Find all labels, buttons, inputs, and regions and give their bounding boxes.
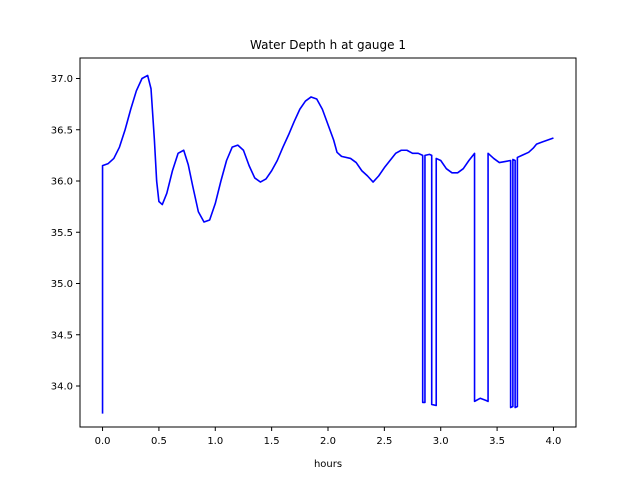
x-axis-title: hours [314,459,342,470]
x-tick-label: 2.5 [376,436,392,447]
series-line-0 [101,74,554,414]
x-tick-label: 1.0 [207,436,223,447]
x-axis: 0.0 0.5 1.0 1.5 2.0 2.5 3.0 3.5 4.0 [95,427,562,447]
chart-title: Water Depth h at gauge 1 [250,38,406,52]
x-tick-label: 2.0 [320,436,336,447]
x-tick-label: 0.0 [95,436,111,447]
x-tick-label: 4.0 [546,436,562,447]
x-tick-label: 3.5 [489,436,505,447]
plot-frame [79,57,577,428]
plot-area [101,74,554,414]
y-tick-label: 35.0 [51,279,73,290]
x-tick-label: 3.0 [433,436,449,447]
y-tick-label: 34.5 [51,330,73,341]
y-axis: 34.0 34.5 35.0 35.5 36.0 36.5 37.0 [51,74,80,393]
x-tick-label: 0.5 [151,436,167,447]
y-tick-label: 37.0 [51,74,73,85]
y-tick-label: 34.0 [51,382,73,393]
x-tick-label: 1.5 [264,436,280,447]
y-tick-label: 36.5 [51,125,73,136]
y-tick-label: 35.5 [51,228,73,239]
y-tick-label: 36.0 [51,177,73,188]
